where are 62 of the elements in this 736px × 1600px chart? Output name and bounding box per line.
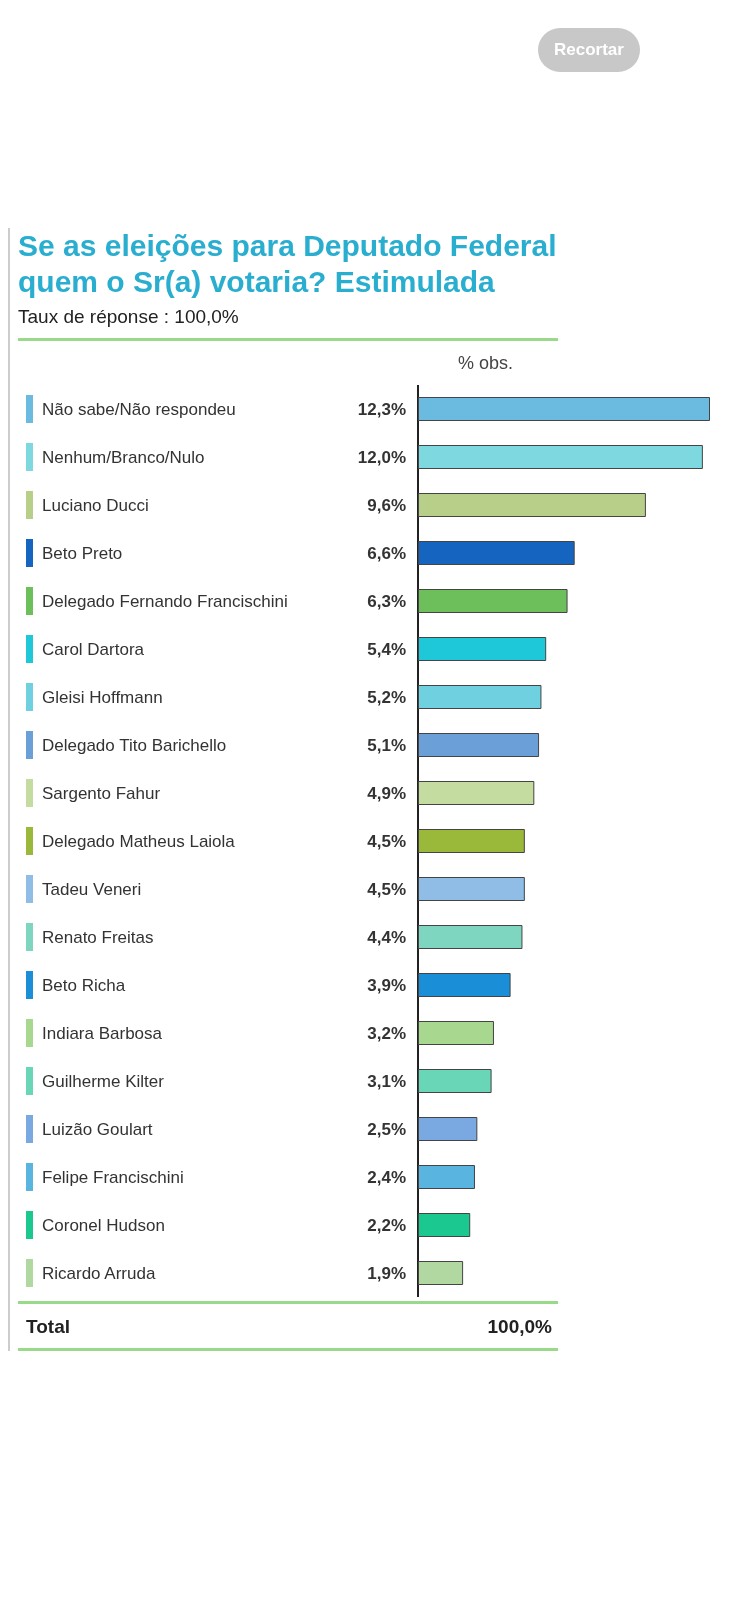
data-label: 4,4% [367, 927, 406, 947]
bar [418, 733, 540, 757]
text: Taux de réponse : 100,0% [18, 306, 240, 328]
data-label: 3,2% [367, 1023, 406, 1043]
data-label: 12,0% [357, 447, 406, 467]
y-tick-label: Gleisi Hoffmann [42, 687, 163, 707]
y-tick-label: Beto Preto [42, 543, 123, 563]
data-label: 2,4% [367, 1167, 406, 1187]
bar [418, 781, 535, 805]
data-label: 12,3% [357, 399, 406, 419]
text: Total [26, 1316, 70, 1338]
y-tick-label: Delegado Fernando Francischini [42, 591, 288, 611]
bar [418, 973, 511, 997]
data-label: 4,9% [367, 783, 406, 803]
data-label: 2,2% [367, 1215, 406, 1235]
y-tick-label: Guilherme Kilter [42, 1071, 165, 1091]
y-tick-label: Tadeu Veneri [42, 879, 142, 899]
text: 100,0% [487, 1316, 552, 1338]
chart-title: Se as eleições para Deputado Federal quem o Sr(a) votaria? Estimulada [18, 228, 558, 300]
bar [418, 829, 525, 853]
data-label: 5,2% [367, 687, 406, 707]
bar [418, 541, 575, 565]
bar [418, 1021, 494, 1045]
y-tick-label: Não sabe/Não respondeu [42, 399, 236, 419]
bar [418, 1213, 471, 1237]
bar [418, 589, 568, 613]
y-tick-label: Delegado Matheus Laiola [42, 831, 236, 851]
bar [418, 1069, 492, 1093]
data-label: 5,4% [367, 639, 406, 659]
bar [418, 877, 525, 901]
y-tick-label: Delegado Tito Barichello [42, 735, 227, 755]
y-tick-label: Renato Freitas [42, 927, 154, 947]
bar [418, 445, 703, 469]
data-label: 2,5% [367, 1119, 406, 1139]
data-label: 6,3% [367, 591, 406, 611]
bar [418, 1117, 478, 1141]
bar [418, 1165, 475, 1189]
y-tick-label: Nenhum/Branco/Nulo [42, 447, 205, 467]
y-tick-label: Luciano Ducci [42, 495, 149, 515]
data-label: 1,9% [367, 1263, 406, 1283]
data-label: 3,9% [367, 975, 406, 995]
data-label: 9,6% [367, 495, 406, 515]
bar [418, 397, 710, 421]
bar [418, 1261, 464, 1285]
data-label: 3,1% [367, 1071, 406, 1091]
y-tick-label: Indiara Barbosa [42, 1023, 163, 1043]
y-tick-label: Felipe Francischini [42, 1167, 184, 1187]
bar [418, 637, 547, 661]
bar [418, 925, 523, 949]
data-label: 4,5% [367, 879, 406, 899]
y-tick-label: Luizão Goulart [42, 1119, 153, 1139]
y-tick-label: Beto Richa [42, 975, 126, 995]
y-tick-label: Sargento Fahur [42, 783, 161, 803]
data-label: 5,1% [367, 735, 406, 755]
y-tick-label: Coronel Hudson [42, 1215, 165, 1235]
y-tick-label: Carol Dartora [42, 639, 145, 659]
bar [418, 685, 542, 709]
data-label: 4,5% [367, 831, 406, 851]
text: % obs. [458, 353, 514, 374]
data-label: 6,6% [367, 543, 406, 563]
y-tick-label: Ricardo Arruda [42, 1263, 156, 1283]
bar [418, 493, 646, 517]
